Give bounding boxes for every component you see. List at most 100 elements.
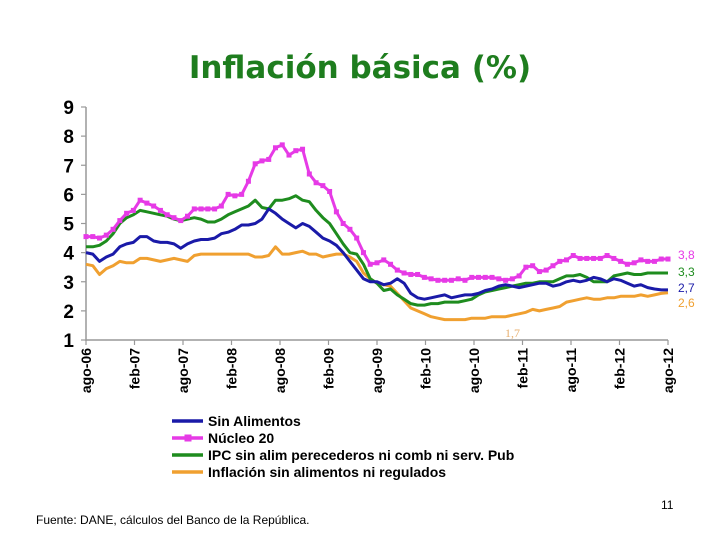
- data-point: [645, 258, 651, 264]
- legend-label: Inflación sin alimentos ni regulados: [208, 464, 446, 480]
- data-point: [591, 255, 597, 261]
- data-point: [618, 258, 624, 264]
- data-point: [489, 274, 495, 280]
- data-point: [117, 218, 123, 224]
- data-point: [232, 193, 238, 199]
- data-point: [279, 142, 285, 148]
- y-tick-label: 8: [63, 127, 74, 148]
- data-point: [293, 148, 299, 154]
- data-point: [651, 258, 657, 264]
- data-point: [272, 145, 278, 151]
- data-point: [448, 277, 454, 283]
- data-point: [611, 255, 617, 261]
- y-tick-label: 5: [63, 215, 74, 236]
- data-point: [523, 264, 529, 270]
- data-point: [665, 256, 671, 262]
- data-point: [530, 263, 536, 269]
- y-tick-label: 4: [63, 244, 74, 265]
- data-point: [137, 197, 143, 203]
- y-tick-label: 1: [63, 331, 74, 352]
- data-point: [557, 258, 563, 264]
- data-point: [469, 274, 475, 280]
- x-tick-label: ago-09: [369, 348, 385, 393]
- data-point: [205, 206, 211, 212]
- data-point: [164, 212, 170, 218]
- x-tick-label: feb-12: [612, 348, 628, 389]
- data-point: [171, 215, 177, 221]
- data-point: [333, 209, 339, 215]
- data-point: [415, 271, 421, 277]
- data-point: [347, 226, 353, 232]
- data-point: [286, 152, 292, 158]
- data-point: [124, 210, 130, 216]
- y-tick-label: 6: [63, 185, 74, 206]
- data-point: [157, 207, 163, 213]
- data-point: [198, 206, 204, 212]
- legend-label: IPC sin alim perecederos ni comb ni serv…: [208, 447, 514, 463]
- data-point: [584, 255, 590, 261]
- x-tick-label: feb-11: [515, 348, 531, 389]
- data-point: [83, 234, 89, 240]
- data-point: [245, 178, 251, 184]
- legend-label: Sin Alimentos: [208, 413, 301, 429]
- data-point: [225, 191, 231, 197]
- data-point: [624, 261, 630, 267]
- data-point: [151, 203, 157, 209]
- slide-title: Inflación básica (%): [188, 50, 532, 86]
- data-point: [570, 253, 576, 259]
- data-point: [381, 257, 387, 263]
- x-tick-label: feb-09: [321, 348, 337, 389]
- y-tick-label: 2: [63, 302, 74, 323]
- data-point: [503, 277, 509, 283]
- data-point: [577, 255, 583, 261]
- series-line: [86, 194, 668, 307]
- data-point: [462, 277, 468, 283]
- end-value-label: 3,3: [678, 265, 695, 279]
- x-tick-label: ago-06: [78, 348, 94, 393]
- data-point: [212, 206, 218, 212]
- data-point: [496, 276, 502, 282]
- data-point: [218, 203, 224, 209]
- x-tick-label: ago-08: [272, 348, 288, 393]
- data-point: [476, 274, 482, 280]
- x-axis: ago-06 feb-07 ago-07 feb-08 ago-08 feb-09 ago-…: [78, 339, 676, 393]
- legend-marker: [184, 434, 192, 442]
- data-point: [367, 261, 373, 267]
- data-point: [394, 267, 400, 273]
- data-point: [178, 218, 184, 224]
- y-axis: 1 2 3 4 5 6 7 8 9: [63, 98, 87, 352]
- end-value-label: 2,7: [678, 281, 695, 295]
- data-point: [327, 188, 333, 194]
- data-point: [97, 235, 103, 241]
- data-point: [130, 207, 136, 213]
- data-point: [536, 269, 542, 275]
- data-point: [421, 274, 427, 280]
- data-point: [401, 270, 407, 276]
- data-point: [550, 263, 556, 269]
- legend-label: Núcleo 20: [208, 430, 274, 446]
- data-point: [658, 256, 664, 262]
- data-point: [239, 191, 245, 197]
- x-tick-label: ago-11: [563, 348, 579, 393]
- data-point: [320, 183, 326, 189]
- data-point: [604, 253, 610, 259]
- y-tick-label: 3: [63, 273, 74, 294]
- data-point: [313, 180, 319, 186]
- minimum-annotation: 1,7: [505, 326, 520, 340]
- data-point: [597, 255, 603, 261]
- x-tick-label: feb-10: [418, 348, 434, 389]
- data-point: [374, 260, 380, 266]
- data-point: [482, 274, 488, 280]
- x-tick-label: ago-10: [466, 348, 482, 393]
- x-tick-label: ago-07: [175, 348, 191, 393]
- data-point: [252, 161, 258, 167]
- data-point: [266, 156, 272, 162]
- data-point: [455, 276, 461, 282]
- end-value-label: 3,8: [678, 248, 695, 262]
- y-tick-label: 7: [63, 156, 74, 177]
- data-point: [340, 221, 346, 226]
- data-point: [388, 261, 394, 267]
- data-point: [103, 232, 109, 238]
